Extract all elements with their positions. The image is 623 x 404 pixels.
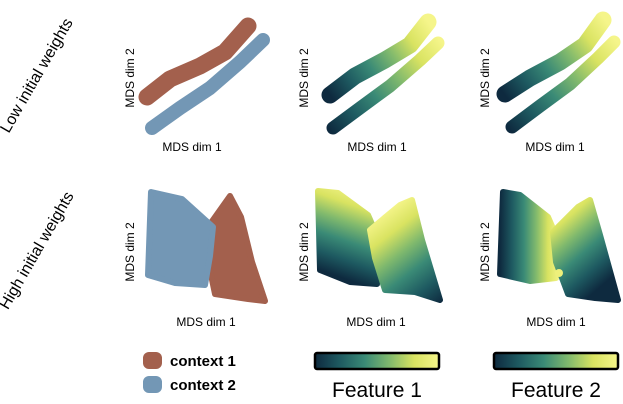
feature1-band-a bbox=[321, 13, 437, 104]
y-axis-label: MDS dim 2 bbox=[297, 48, 311, 108]
x-axis-label: MDS dim 1 bbox=[346, 315, 406, 329]
y-axis-label: MDS dim 2 bbox=[123, 48, 137, 108]
context-legend: context 1 context 2 bbox=[143, 352, 236, 394]
panel-top-feature2: MDS dim 1 MDS dim 2 bbox=[478, 11, 621, 154]
feature2-region-a bbox=[497, 189, 561, 284]
panel-top-context: MDS dim 1 MDS dim 2 bbox=[123, 17, 270, 154]
panel-bottom-context: MDS dim 1 MDS dim 2 bbox=[123, 189, 268, 329]
x-axis-label: MDS dim 1 bbox=[347, 140, 407, 154]
x-axis-label: MDS dim 1 bbox=[162, 140, 222, 154]
feature2-region-b bbox=[550, 197, 621, 303]
feature2-band-a bbox=[496, 11, 612, 103]
y-axis-label: MDS dim 2 bbox=[123, 222, 137, 282]
colorbar-feature1-label: Feature 1 bbox=[332, 379, 422, 402]
feature1-band-b bbox=[326, 36, 445, 135]
feature2-band-b bbox=[505, 35, 621, 134]
highlight-point bbox=[555, 269, 563, 277]
x-axis-label: MDS dim 1 bbox=[176, 315, 236, 329]
x-axis-label: MDS dim 1 bbox=[525, 140, 585, 154]
context2-swatch bbox=[143, 376, 162, 393]
colorbar-feature1: Feature 1 bbox=[313, 351, 441, 402]
colorbar-feature2-bar bbox=[492, 351, 620, 371]
colorbar-feature1-bar bbox=[313, 351, 441, 371]
panel-bottom-feature1: MDS dim 1 MDS dim 2 bbox=[297, 188, 443, 329]
row-label-high: High initial weights bbox=[0, 189, 78, 312]
context2-label: context 2 bbox=[170, 377, 236, 394]
panel-bottom-feature2: MDS dim 1 MDS dim 2 bbox=[478, 189, 621, 329]
colorbar-feature2-label: Feature 2 bbox=[511, 379, 601, 402]
context1-band bbox=[138, 17, 257, 106]
context1-swatch bbox=[143, 352, 162, 369]
colorbar-feature2: Feature 2 bbox=[492, 351, 620, 402]
y-axis-label: MDS dim 2 bbox=[478, 48, 492, 108]
panel-top-feature1: MDS dim 1 MDS dim 2 bbox=[297, 13, 445, 154]
y-axis-label: MDS dim 2 bbox=[478, 222, 492, 282]
context1-label: context 1 bbox=[170, 353, 236, 370]
context2-band bbox=[145, 33, 270, 135]
context1-region bbox=[205, 193, 268, 304]
row-label-low: Low initial weights bbox=[0, 16, 77, 136]
y-axis-label: MDS dim 2 bbox=[297, 222, 311, 282]
x-axis-label: MDS dim 1 bbox=[526, 315, 586, 329]
feature1-region-b bbox=[367, 197, 443, 303]
context2-region bbox=[145, 189, 216, 288]
